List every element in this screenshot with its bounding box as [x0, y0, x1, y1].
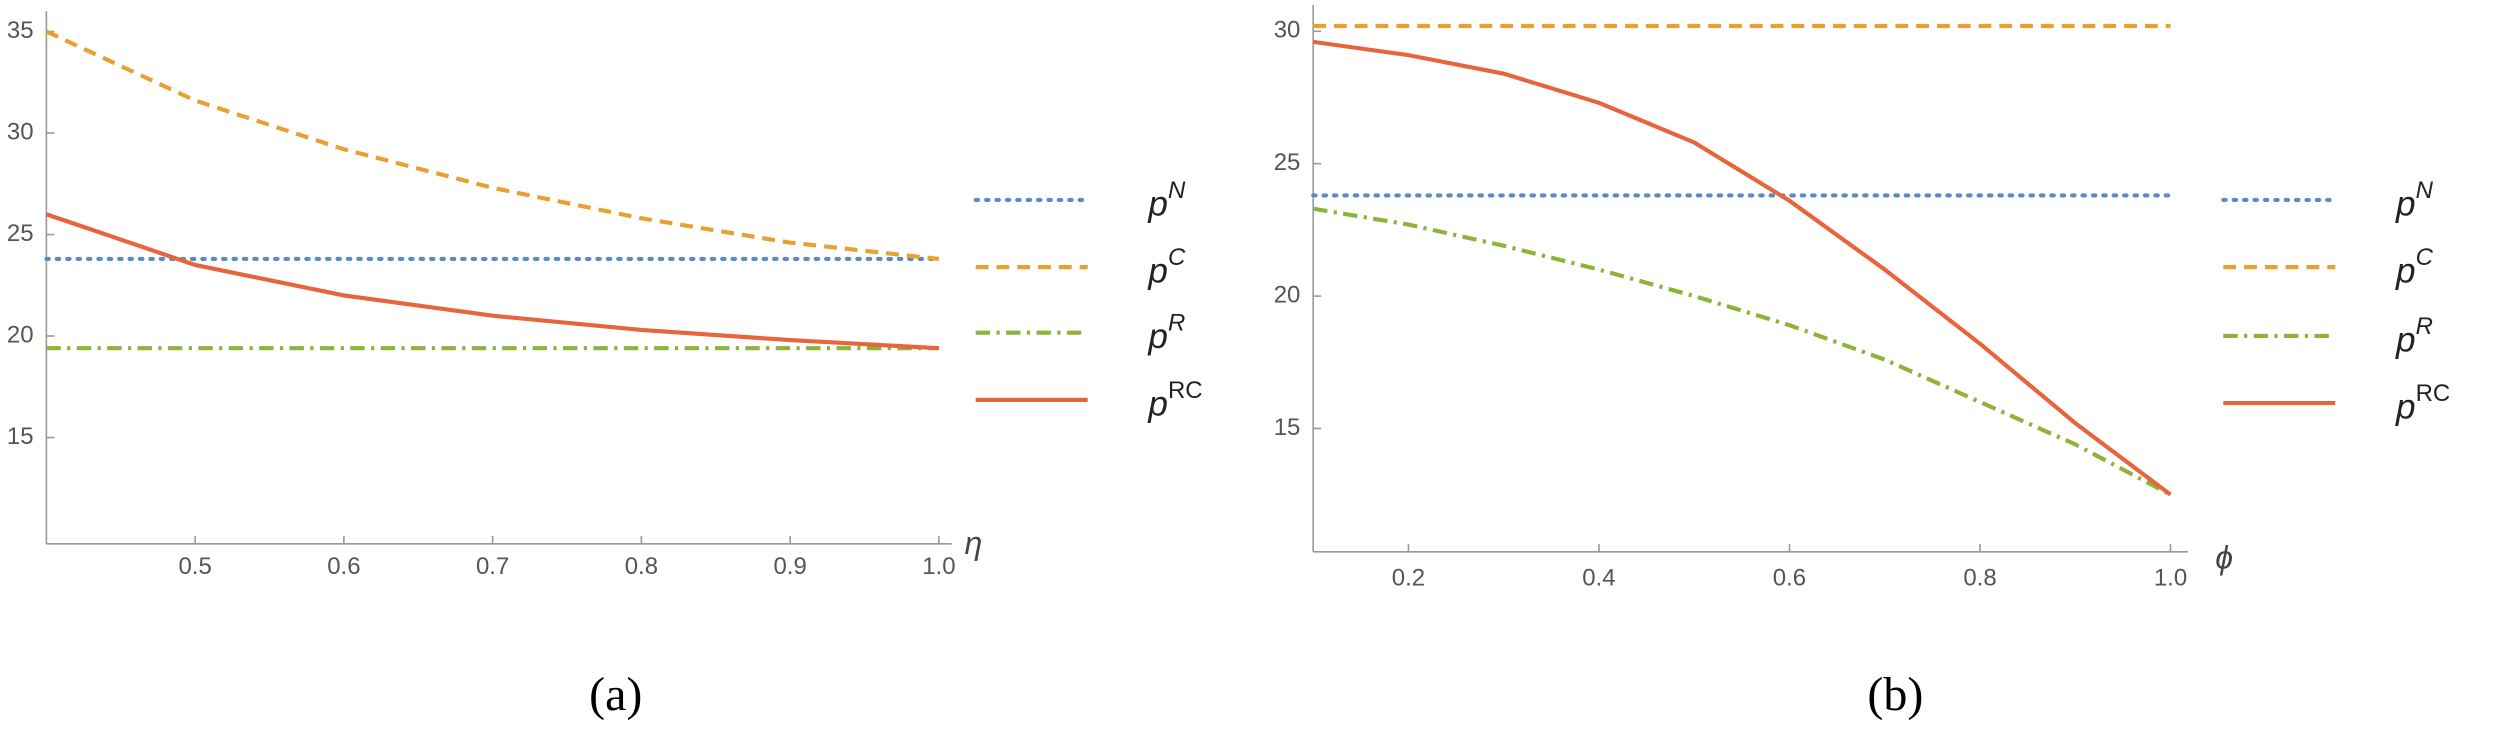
legend-label: pC — [1147, 244, 1186, 290]
y-tick-label: 30 — [1274, 17, 1301, 44]
caption: (a) — [589, 668, 642, 721]
x-tick-label: 0.5 — [178, 553, 211, 580]
legend-label: pRC — [2395, 380, 2450, 426]
legend-label: pN — [1147, 177, 1186, 223]
x-axis-label: ϕ — [2215, 539, 2233, 575]
y-tick-label: 20 — [1274, 281, 1301, 308]
legend-label: pC — [2395, 244, 2434, 290]
caption: (b) — [1867, 668, 1923, 721]
series-line — [1312, 206, 2172, 497]
series-line — [45, 29, 940, 261]
y-tick-label: 30 — [7, 118, 34, 145]
y-tick-label: 20 — [7, 321, 34, 348]
x-tick-label: 0.7 — [476, 553, 509, 580]
chart: 15 20 25 30 0.2 0.4 0.6 0.8 1.0 ϕ (b) pN pC pR pRC — [1274, 4, 2450, 721]
series-line — [45, 212, 940, 351]
x-tick-label: 0.9 — [773, 553, 806, 580]
x-tick-label: 0.2 — [1392, 564, 1425, 591]
legend-label: pR — [2395, 313, 2433, 359]
x-tick-label: 0.8 — [1963, 564, 1996, 591]
x-tick-label: 0.4 — [1582, 564, 1615, 591]
x-axis-label: η — [964, 525, 982, 561]
legend-label: pRC — [1147, 377, 1202, 423]
chart: 15 20 25 30 35 0.5 0.6 0.7 0.8 0.9 1.0 η (a) pN pC pR pR… — [7, 11, 1203, 721]
x-tick-label: 0.6 — [1773, 564, 1806, 591]
x-tick-label: 1.0 — [2154, 564, 2187, 591]
y-tick-label: 15 — [7, 423, 34, 450]
y-tick-label: 25 — [1274, 149, 1301, 176]
x-tick-label: 1.0 — [922, 553, 955, 580]
y-tick-label: 15 — [1274, 414, 1301, 441]
x-tick-label: 0.6 — [327, 553, 360, 580]
y-tick-label: 25 — [7, 220, 34, 247]
x-tick-label: 0.8 — [625, 553, 658, 580]
legend-label: pN — [2395, 177, 2434, 223]
y-tick-label: 35 — [7, 17, 34, 44]
series-line — [1312, 39, 2172, 497]
legend-label: pR — [1147, 310, 1185, 356]
